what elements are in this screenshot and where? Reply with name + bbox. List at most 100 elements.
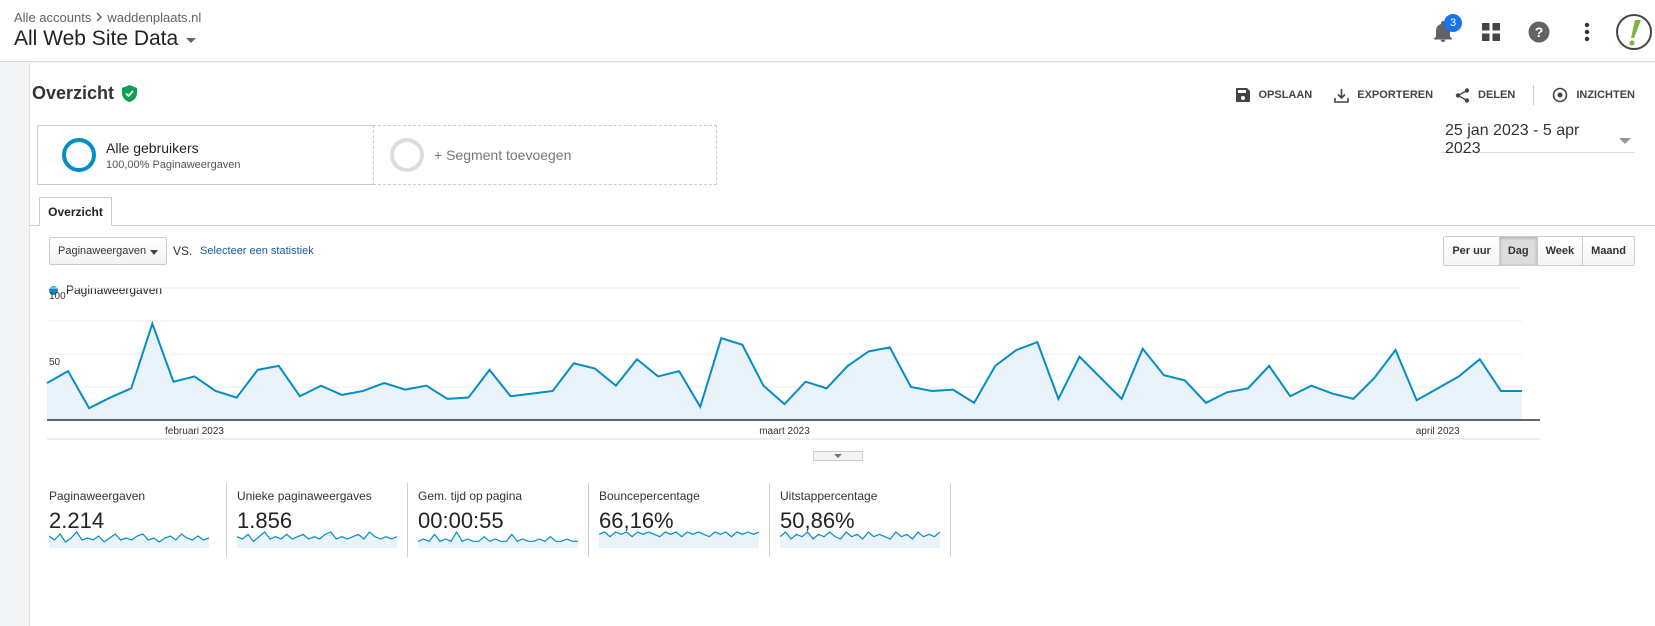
caret-down-icon bbox=[150, 250, 158, 255]
apps-button[interactable] bbox=[1471, 12, 1511, 52]
scorecard-label: Uitstappercentage bbox=[780, 489, 878, 503]
caret-down-icon bbox=[834, 454, 842, 458]
chart-resize-handle[interactable] bbox=[813, 451, 863, 461]
segment-subtitle: 100,00% Paginaweergaven bbox=[106, 158, 241, 171]
save-label[interactable]: OPSLAAN bbox=[1258, 89, 1313, 101]
segment-text: Alle gebruikers 100,00% Paginaweergaven bbox=[106, 140, 241, 171]
empty-segment-ring-icon bbox=[390, 138, 424, 172]
sparkline-line bbox=[780, 531, 940, 540]
save-button[interactable]: OPSLAAN bbox=[1236, 88, 1312, 102]
series-line bbox=[46, 320, 1522, 410]
avatar bbox=[1616, 14, 1652, 50]
granularity-hour-button[interactable]: Per uur bbox=[1444, 237, 1499, 265]
sparkline bbox=[237, 531, 397, 548]
add-segment-button[interactable]: + Segment toevoegen bbox=[373, 125, 717, 185]
scorecard[interactable]: Unieke paginaweergaves 1.856 bbox=[227, 483, 408, 557]
segment-name: Alle gebruikers bbox=[106, 139, 199, 156]
share-label[interactable]: DELEN bbox=[1478, 89, 1516, 101]
notifications-button[interactable]: 3 bbox=[1423, 12, 1463, 52]
insights-button[interactable]: INZICHTEN bbox=[1552, 87, 1635, 103]
report-title: Overzicht bbox=[32, 83, 138, 104]
export-button[interactable]: EXPORTEREN bbox=[1334, 88, 1433, 103]
help-icon: ? bbox=[1528, 21, 1550, 43]
x-tick-label: maart 2023 bbox=[759, 426, 810, 437]
download-icon bbox=[1334, 88, 1350, 103]
select-stat-link[interactable]: Selecteer een statistiek bbox=[200, 245, 314, 257]
y-tick-label: 50 bbox=[49, 357, 61, 368]
scorecard-value: 1.856 bbox=[237, 508, 293, 533]
sparkline-area bbox=[237, 532, 397, 548]
sparkline-area bbox=[418, 532, 578, 548]
segment-all-users[interactable]: Alle gebruikers 100,00% Paginaweergaven bbox=[37, 125, 381, 185]
help-button[interactable]: ? bbox=[1519, 12, 1559, 52]
scorecard-value: 2.214 bbox=[49, 508, 105, 533]
insights-label[interactable]: INZICHTEN bbox=[1576, 89, 1635, 101]
series-area bbox=[47, 323, 1522, 420]
account-button[interactable] bbox=[1615, 12, 1655, 52]
sparkline bbox=[599, 531, 759, 548]
date-range-label[interactable]: 25 jan 2023 - 5 apr 2023 bbox=[1445, 121, 1580, 157]
legend-dot bbox=[49, 285, 58, 295]
segment-ring-icon bbox=[62, 138, 96, 172]
more-vert-icon bbox=[1584, 22, 1590, 42]
add-segment-label[interactable]: + Segment toevoegen bbox=[434, 147, 572, 163]
chart-legend: Paginaweergaven bbox=[49, 283, 162, 297]
caret-down-icon bbox=[186, 38, 197, 43]
svg-text:?: ? bbox=[1535, 24, 1544, 40]
save-icon bbox=[1236, 88, 1251, 102]
breadcrumb-accounts[interactable]: Alle accounts bbox=[14, 9, 92, 25]
report-title-text: Overzicht bbox=[32, 83, 115, 103]
view-title[interactable]: All Web Site Data bbox=[14, 27, 179, 50]
export-label[interactable]: EXPORTEREN bbox=[1357, 89, 1434, 101]
left-sidebar-edge bbox=[0, 63, 30, 626]
vs-label: VS. bbox=[173, 244, 193, 258]
actions-divider bbox=[1533, 85, 1535, 105]
pageviews-chart[interactable]: 100 50 februari 2023 maart 2023 april 2023 bbox=[30, 285, 1655, 457]
granularity-week-button[interactable]: Week bbox=[1536, 237, 1583, 265]
share-icon bbox=[1455, 87, 1470, 103]
chevron-right-icon bbox=[95, 9, 103, 25]
scorecard[interactable]: Gem. tijd op pagina 00:00:55 bbox=[408, 483, 589, 557]
more-options-button[interactable] bbox=[1567, 12, 1607, 52]
legend-series-label: Paginaweergaven bbox=[66, 283, 163, 297]
sparkline bbox=[780, 531, 940, 548]
sparkline-line bbox=[49, 531, 209, 543]
notification-badge: 3 bbox=[1444, 14, 1462, 32]
breadcrumb[interactable]: Alle accounts waddenplaats.nl bbox=[14, 9, 201, 25]
y-tick-label: 100 bbox=[49, 291, 66, 302]
scorecard-label: Bouncepercentage bbox=[599, 489, 700, 503]
scorecards: Paginaweergaven 2.214 Unieke paginaweergav… bbox=[46, 483, 951, 557]
x-tick-label: februari 2023 bbox=[165, 426, 224, 437]
x-tick-label: april 2023 bbox=[1416, 426, 1460, 437]
sparkline-line bbox=[418, 530, 578, 543]
date-range-picker[interactable]: 25 jan 2023 - 5 apr 2023 bbox=[1441, 122, 1635, 157]
verified-shield-icon bbox=[122, 85, 138, 102]
tab-overzicht[interactable]: Overzicht bbox=[39, 197, 112, 226]
scorecard-label: Unieke paginaweergaves bbox=[237, 489, 372, 503]
granularity-day-button[interactable]: Dag bbox=[1498, 237, 1537, 265]
scorecard-label: Paginaweergaven bbox=[49, 489, 146, 503]
metric-dropdown[interactable]: Paginaweergaven bbox=[49, 237, 167, 265]
tab-divider bbox=[30, 225, 1655, 226]
granularity-toggle: Per uur Dag Week Maand bbox=[1443, 236, 1635, 266]
top-icons: 3 ? bbox=[1415, 12, 1655, 52]
scorecard-value: 50,86% bbox=[780, 508, 855, 533]
scorecard[interactable]: Uitstappercentage 50,86% bbox=[770, 483, 951, 557]
scorecard[interactable]: Bouncepercentage 66,16% bbox=[589, 483, 770, 557]
granularity-month-button[interactable]: Maand bbox=[1582, 237, 1634, 265]
sparkline bbox=[418, 530, 578, 548]
sparkline-line bbox=[237, 531, 397, 543]
scorecard[interactable]: Paginaweergaven 2.214 bbox=[46, 483, 227, 557]
apps-grid-icon bbox=[1482, 23, 1500, 41]
share-button[interactable]: DELEN bbox=[1455, 87, 1516, 103]
scorecard-value: 66,16% bbox=[599, 508, 674, 533]
caret-down-icon bbox=[1619, 138, 1631, 144]
scorecard-value: 00:00:55 bbox=[418, 508, 504, 533]
view-selector[interactable]: All Web Site Data bbox=[14, 27, 197, 51]
report-actions: OPSLAAN EXPORTEREN DELEN INZICHTEN bbox=[1214, 85, 1635, 105]
breadcrumb-property[interactable]: waddenplaats.nl bbox=[107, 9, 202, 25]
metric-dropdown-value[interactable]: Paginaweergaven bbox=[58, 245, 147, 257]
sparkline-area bbox=[599, 532, 759, 548]
sparkline bbox=[49, 531, 209, 548]
